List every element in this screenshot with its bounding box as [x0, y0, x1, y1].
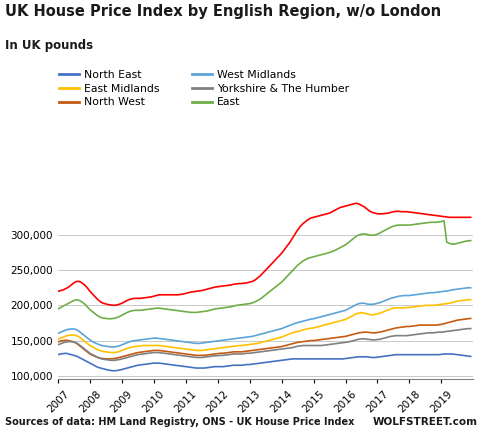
- Text: UK House Price Index by English Region, w/o London: UK House Price Index by English Region, …: [5, 4, 441, 19]
- Text: WOLFSTREET.com: WOLFSTREET.com: [373, 417, 478, 427]
- Text: Sources of data: HM Land Registry, ONS - UK House Price Index: Sources of data: HM Land Registry, ONS -…: [5, 417, 354, 427]
- Legend: North East, East Midlands, North West, West Midlands, Yorkshire & The Humber, Ea: North East, East Midlands, North West, W…: [59, 70, 349, 107]
- Text: In UK pounds: In UK pounds: [5, 39, 93, 52]
